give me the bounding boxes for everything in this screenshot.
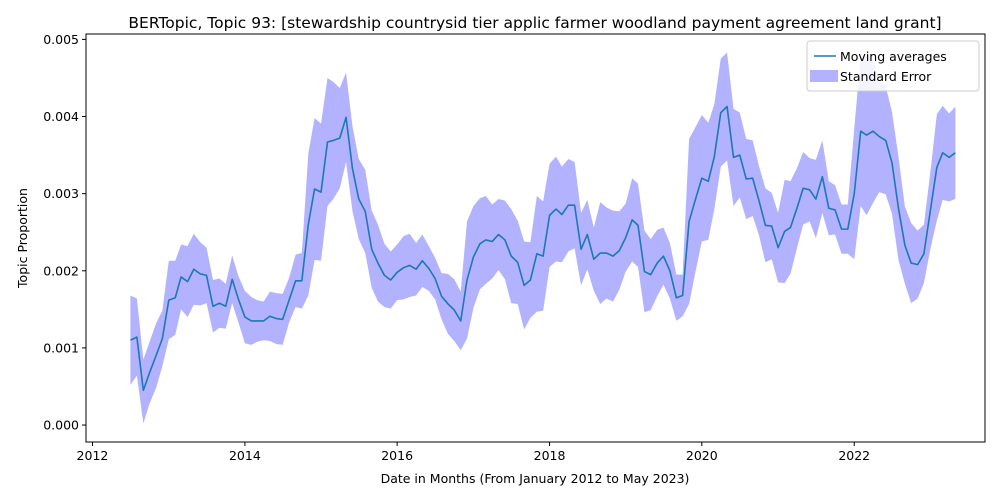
legend-label-standard-error: Standard Error [840,69,932,84]
y-tick-label: 0.003 [43,186,79,201]
x-tick-label: 2022 [838,448,870,463]
plot-area-frame [85,33,986,443]
y-tick-label: 0.005 [43,32,79,47]
x-tick-label: 2014 [229,448,261,463]
legend-label-moving-averages: Moving averages [840,49,947,64]
x-tick-label: 2020 [686,448,718,463]
moving-average-line [130,105,956,392]
standard-error-band-layer [130,52,956,424]
y-tick-label: 0.001 [43,340,79,355]
legend-swatch-standard-error [810,70,838,82]
x-axis: 2012 2014 2016 2018 2020 2022 [77,442,870,463]
x-tick-label: 2016 [381,448,413,463]
chart-title: BERTopic, Topic 93: [stewardship country… [128,14,941,32]
standard-error-band [130,52,956,424]
legend-box [806,40,980,92]
moving-average-line-layer [130,105,956,392]
y-tick-label: 0.000 [43,418,79,433]
y-tick-label: 0.004 [43,109,79,124]
y-axis-label: Topic Proportion [15,188,30,289]
y-axis: 0.000 0.001 0.002 0.003 0.004 0.005 [43,32,86,433]
x-tick-label: 2018 [534,448,566,463]
legend: Moving averages Standard Error [806,40,980,92]
x-tick-label: 2012 [77,448,109,463]
x-axis-label: Date in Months (From January 2012 to May… [381,471,690,486]
y-tick-label: 0.002 [43,263,79,278]
